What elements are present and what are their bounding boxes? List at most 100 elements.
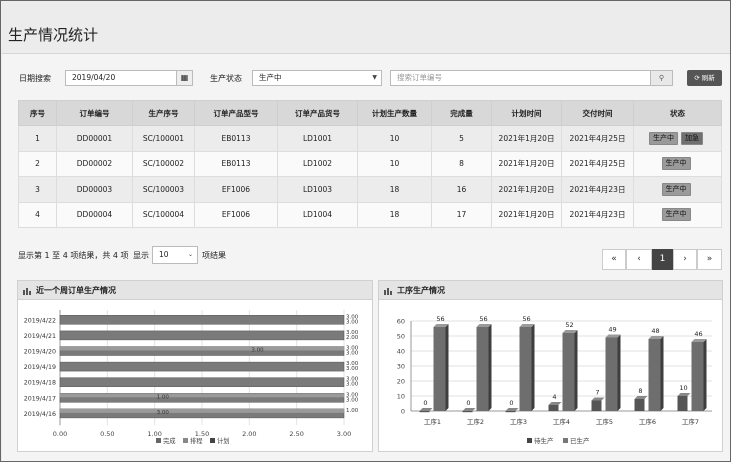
value-label: 3.00: [346, 377, 359, 383]
bar-produced-side: [617, 334, 621, 411]
date-label: 日期搜索: [19, 74, 51, 83]
next-page-button[interactable]: ›: [673, 249, 697, 270]
page-title: 生产情况统计: [8, 26, 99, 44]
cell-deliver: 2021年4月23日: [561, 176, 634, 203]
data-label: 0: [423, 399, 427, 407]
cell-item: LD1004: [277, 201, 358, 228]
data-label: 56: [479, 315, 487, 323]
value-label: 1.00: [346, 408, 359, 414]
bar-produced-top: [433, 324, 449, 327]
legend-label: 已生产: [570, 436, 590, 445]
cell-deliver: 2021年4月25日: [561, 125, 634, 152]
bar-pending-top: [591, 397, 605, 401]
first-page-button[interactable]: «: [602, 249, 626, 270]
legend-label: 完成: [163, 436, 176, 445]
cell-order: DD00001: [56, 125, 133, 152]
refresh-icon: ⟳: [694, 74, 700, 82]
table-row[interactable]: 4 DD00004 SC/100004 EF1006 LD1004 18 17 …: [18, 201, 722, 228]
cell-plan-time: 2021年1月20日: [491, 150, 562, 177]
bar-scheduled: [60, 408, 344, 413]
cell-item: LD1001: [277, 125, 358, 152]
cell-plan: 18: [357, 176, 432, 203]
urgent-badge: 加急: [681, 131, 703, 145]
refresh-label: 刷新: [701, 74, 715, 82]
panel-title: 近一个周订单生产情况: [36, 286, 116, 295]
bar-done: [59, 330, 345, 341]
legend-swatch: [563, 438, 568, 443]
search-placeholder: 搜索订单编号: [397, 73, 442, 82]
y-tick-label: 50: [397, 333, 405, 341]
bar-produced-top: [562, 330, 578, 333]
bar-produced: [691, 342, 704, 411]
cell-done: 5: [431, 125, 492, 152]
main-content: 日期搜索 2019/04/20 ▦ 生产状态 生产中 ▼ 搜索订单编号 ⚲ ⟳ …: [2, 54, 730, 461]
data-label: 56: [436, 315, 444, 323]
bar-done: [59, 393, 345, 403]
bar-chart-icon: [384, 288, 392, 295]
refresh-button[interactable]: ⟳ 刷新: [687, 70, 722, 86]
value-label: 3.00: [251, 348, 264, 354]
value-label: 3.00: [346, 397, 359, 403]
bar-pending: [591, 400, 602, 411]
data-label: 52: [565, 321, 573, 329]
data-label: 7: [595, 389, 599, 397]
y-tick-label: 2019/4/17: [24, 395, 56, 402]
bar-pending-top: [548, 402, 562, 405]
bar-produced-side: [660, 336, 664, 411]
cell-item: LD1003: [277, 176, 358, 203]
cell-seq: SC/100001: [132, 125, 195, 152]
bar-produced-top: [519, 324, 535, 327]
chevron-down-icon: ⌄: [187, 251, 193, 258]
panel-header: 工序生产情况: [379, 281, 722, 300]
cell-deliver: 2021年4月23日: [561, 201, 634, 228]
data-label: 48: [651, 327, 659, 335]
col-header: 生产序号: [132, 100, 195, 126]
x-tick-label: 1.00: [147, 430, 161, 438]
value-label: 3.00: [346, 319, 359, 325]
value-label: 3.00: [346, 314, 359, 320]
legend-swatch: [527, 438, 532, 443]
bar-produced-top: [476, 324, 492, 327]
value-label: 3.00: [346, 361, 359, 367]
bar-pending: [505, 411, 516, 413]
table-row[interactable]: 3 DD00003 SC/100003 EF1006 LD1003 18 16 …: [18, 176, 722, 203]
cell-model: EB0113: [194, 150, 278, 177]
legend-label: 计划: [217, 436, 230, 445]
y-tick-label: 2019/4/20: [24, 349, 56, 356]
bar-produced: [562, 333, 575, 411]
table-row[interactable]: 1 DD00001 SC/100001 EB0113 LD1001 10 5 2…: [18, 125, 722, 152]
date-input[interactable]: 2019/04/20 ▦: [65, 70, 193, 86]
y-tick-label: 30: [397, 363, 405, 371]
col-header: 计划时间: [491, 100, 562, 126]
cell-model: EF1006: [194, 201, 278, 228]
x-tick-label: 工序6: [639, 417, 656, 426]
table-row[interactable]: 2 DD00002 SC/100002 EB0113 LD1002 10 8 2…: [18, 150, 722, 177]
calendar-icon[interactable]: ▦: [176, 71, 192, 85]
cell-item: LD1002: [277, 150, 358, 177]
x-tick-label: 1.50: [195, 430, 209, 438]
page-size-select[interactable]: 10 ⌄: [152, 246, 198, 264]
y-tick-label: 10: [397, 393, 405, 401]
cell-plan-time: 2021年1月20日: [491, 125, 562, 152]
data-label: 46: [694, 330, 702, 338]
bar-produced-side: [574, 330, 578, 411]
value-label: 3.00: [346, 366, 359, 372]
legend-label: 排程: [190, 436, 203, 445]
bar-produced-side: [445, 324, 449, 411]
search-input[interactable]: 搜索订单编号 ⚲: [390, 70, 673, 86]
cell-model: EB0113: [194, 125, 278, 152]
bar-pending-top: [462, 408, 476, 411]
search-icon[interactable]: ⚲: [650, 71, 672, 85]
bar-produced-top: [605, 334, 621, 338]
status-select[interactable]: 生产中 ▼: [252, 70, 382, 86]
page-1-button[interactable]: 1: [652, 249, 673, 270]
process-chart: 0 10 20 30 40 50 60 工序1 0 56 工序2 0 56 工序3 0 56 工序4 4 52 工序5…: [397, 315, 712, 445]
last-page-button[interactable]: »: [697, 249, 722, 270]
prev-page-button[interactable]: ‹: [626, 249, 652, 270]
col-header: 完成量: [431, 100, 492, 126]
legend-label: 待生产: [534, 436, 554, 445]
production-table: 序号 订单编号 生产序号 订单产品型号 订单产品货号 计划生产数量 完成量 计划…: [18, 100, 722, 228]
bar-pending: [677, 396, 688, 411]
y-tick-label: 40: [397, 348, 405, 356]
